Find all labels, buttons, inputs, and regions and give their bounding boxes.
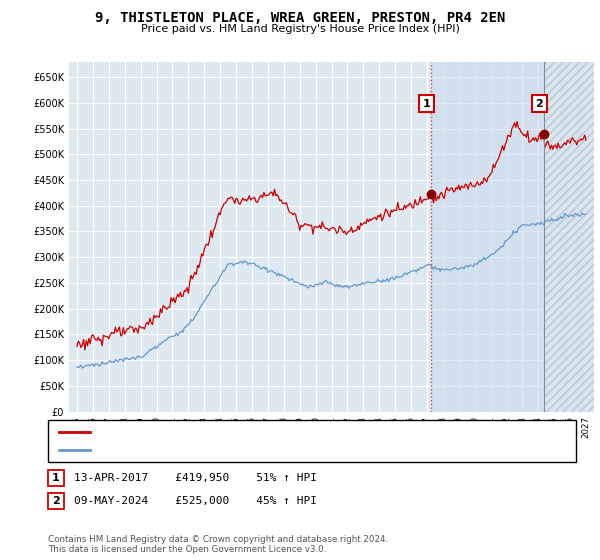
Text: Price paid vs. HM Land Registry's House Price Index (HPI): Price paid vs. HM Land Registry's House …	[140, 24, 460, 34]
Text: 9, THISTLETON PLACE, WREA GREEN, PRESTON, PR4 2EN: 9, THISTLETON PLACE, WREA GREEN, PRESTON…	[95, 11, 505, 25]
Text: 2: 2	[535, 99, 543, 109]
Text: 1: 1	[423, 99, 431, 109]
Text: 1: 1	[52, 473, 59, 483]
Text: HPI: Average price, detached house, Fylde: HPI: Average price, detached house, Fyld…	[95, 445, 335, 455]
Text: 2: 2	[52, 496, 59, 506]
Text: 13-APR-2017    £419,950    51% ↑ HPI: 13-APR-2017 £419,950 51% ↑ HPI	[74, 473, 317, 483]
Text: 09-MAY-2024    £525,000    45% ↑ HPI: 09-MAY-2024 £525,000 45% ↑ HPI	[74, 496, 317, 506]
Bar	[431, 62, 544, 412]
Text: Contains HM Land Registry data © Crown copyright and database right 2024.
This d: Contains HM Land Registry data © Crown c…	[48, 535, 388, 554]
Text: 9, THISTLETON PLACE, WREA GREEN, PRESTON, PR4 2EN (detached house): 9, THISTLETON PLACE, WREA GREEN, PRESTON…	[95, 427, 482, 437]
